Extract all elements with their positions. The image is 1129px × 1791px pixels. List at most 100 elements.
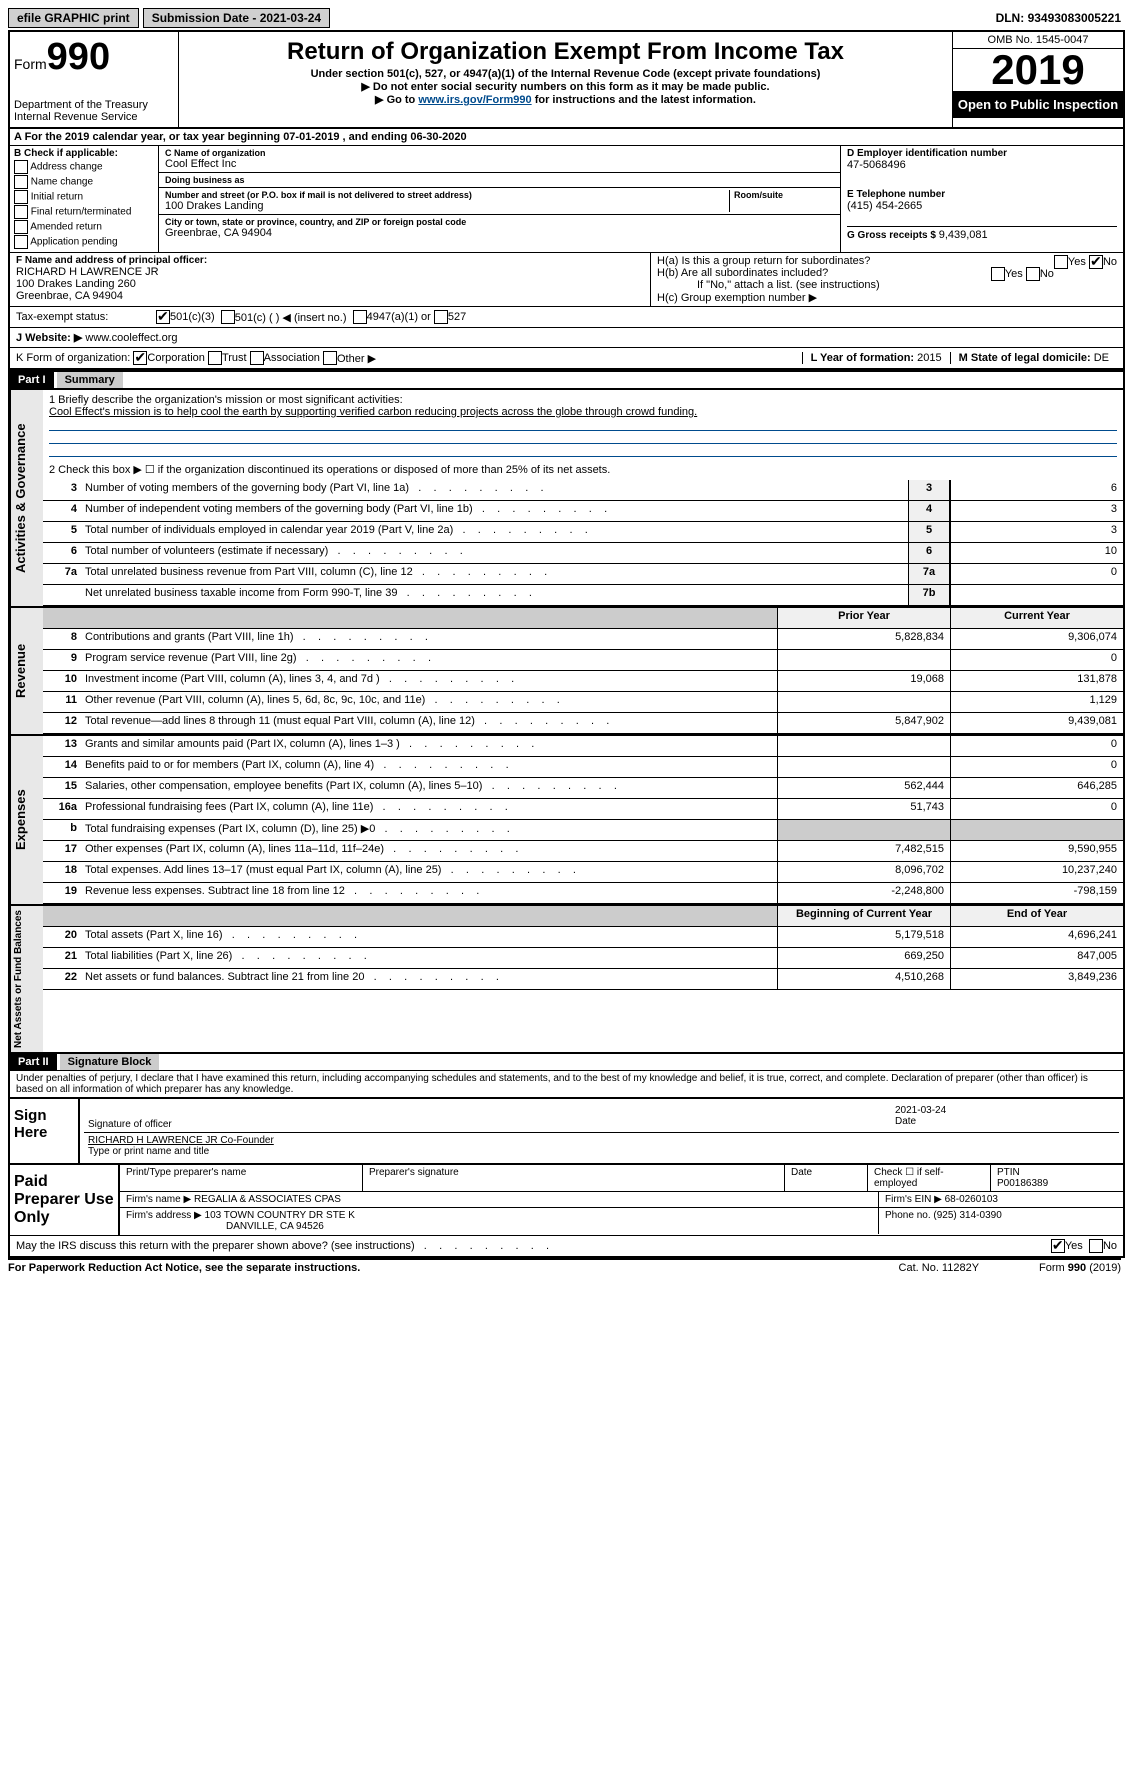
- hb-no-checkbox[interactable]: [1026, 267, 1040, 281]
- corporation-label: Corporation: [147, 352, 204, 364]
- prep-sig-label: Preparer's signature: [363, 1165, 785, 1191]
- summary-row: 4Number of independent voting members of…: [43, 501, 1123, 522]
- row-number: 13: [43, 736, 81, 756]
- website-value: www.cooleffect.org: [85, 332, 177, 344]
- ha-yes-checkbox[interactable]: [1054, 255, 1068, 269]
- ein-label: D Employer identification number: [847, 148, 1117, 159]
- row-value: [950, 585, 1123, 605]
- yes-label-2: Yes: [1005, 268, 1023, 280]
- chk-527[interactable]: [434, 310, 448, 324]
- row-desc: Net unrelated business taxable income fr…: [81, 585, 908, 605]
- row-value: 0: [950, 564, 1123, 584]
- row-desc: Total number of individuals employed in …: [81, 522, 908, 542]
- form-subtitle-2: ▶ Do not enter social security numbers o…: [183, 80, 948, 93]
- row-value: 10: [950, 543, 1123, 563]
- firm-ein-label: Firm's EIN ▶: [885, 1194, 942, 1205]
- chk-initial-return[interactable]: Initial return: [14, 190, 154, 204]
- chk-address-change[interactable]: Address change: [14, 160, 154, 174]
- city-value: Greenbrae, CA 94904: [165, 227, 834, 239]
- chk-name-change[interactable]: Name change: [14, 175, 154, 189]
- paid-preparer-label: Paid Preparer Use Only: [10, 1165, 118, 1235]
- blank-num-2: [43, 906, 81, 926]
- current-year-value: -798,159: [950, 883, 1123, 903]
- discuss-no-checkbox[interactable]: [1089, 1239, 1103, 1253]
- officer-label: F Name and address of principal officer:: [16, 255, 644, 266]
- blank-line-2: [49, 431, 1117, 444]
- chk-trust[interactable]: [208, 351, 222, 365]
- financial-row: 11Other revenue (Part VIII, column (A), …: [43, 692, 1123, 713]
- side-revenue: Revenue: [10, 608, 43, 734]
- hb-yes-checkbox[interactable]: [991, 267, 1005, 281]
- chk-corporation[interactable]: [133, 351, 147, 365]
- side-expenses: Expenses: [10, 736, 43, 904]
- chk-501c3[interactable]: [156, 310, 170, 324]
- revenue-section: Revenue Prior Year Current Year 8Contrib…: [10, 606, 1123, 734]
- prior-year-value: [777, 736, 950, 756]
- sig-date-label: Date: [895, 1116, 916, 1127]
- footer-left: For Paperwork Reduction Act Notice, see …: [8, 1262, 360, 1274]
- yes-label: Yes: [1068, 256, 1086, 268]
- row-desc: Contributions and grants (Part VIII, lin…: [81, 629, 777, 649]
- footer-mid: Cat. No. 11282Y: [899, 1262, 980, 1274]
- form-header: Form990 Department of the Treasury Inter…: [10, 32, 1123, 129]
- current-year-value: 1,129: [950, 692, 1123, 712]
- financial-row: 8Contributions and grants (Part VIII, li…: [43, 629, 1123, 650]
- form-subtitle-1: Under section 501(c), 527, or 4947(a)(1)…: [183, 68, 948, 80]
- form-title-block: Return of Organization Exempt From Incom…: [179, 32, 952, 127]
- current-year-value: 9,306,074: [950, 629, 1123, 649]
- 527-label: 527: [448, 311, 466, 323]
- dln-value: 93493083005221: [1028, 11, 1121, 25]
- chk-other[interactable]: [323, 351, 337, 365]
- side-net-assets: Net Assets or Fund Balances: [10, 906, 43, 1052]
- activities-governance-section: Activities & Governance 1 Briefly descri…: [10, 389, 1123, 606]
- chk-final-return-label: Final return/terminated: [31, 207, 132, 218]
- chk-amended-return[interactable]: Amended return: [14, 220, 154, 234]
- discuss-text: May the IRS discuss this return with the…: [16, 1240, 549, 1252]
- part1-header-row: Part I Summary: [10, 370, 1123, 389]
- firm-name-value: REGALIA & ASSOCIATES CPAS: [194, 1194, 341, 1205]
- prior-year-value: 5,179,518: [777, 927, 950, 947]
- row-desc: Grants and similar amounts paid (Part IX…: [81, 736, 777, 756]
- firm-name-label: Firm's name ▶: [126, 1194, 191, 1205]
- chk-final-return[interactable]: Final return/terminated: [14, 205, 154, 219]
- gross-receipts-label: G Gross receipts $: [847, 230, 939, 241]
- chk-501c[interactable]: [221, 310, 235, 324]
- chk-association[interactable]: [250, 351, 264, 365]
- submission-date-label: Submission Date -: [152, 11, 260, 25]
- hc-label: H(c) Group exemption number ▶: [657, 291, 1117, 304]
- box-f: F Name and address of principal officer:…: [10, 253, 651, 306]
- form-of-org-label: K Form of organization:: [16, 352, 130, 364]
- row-number: b: [43, 820, 81, 840]
- submission-date: Submission Date - 2021-03-24: [143, 8, 330, 28]
- tax-exempt-label: Tax-exempt status:: [16, 311, 156, 323]
- ha-no-checkbox[interactable]: [1089, 255, 1103, 269]
- ptin-label: PTIN: [997, 1167, 1117, 1178]
- hb-label: H(b) Are all subordinates included?: [657, 267, 828, 279]
- section-b-through-g: B Check if applicable: Address change Na…: [10, 146, 1123, 253]
- row-number: 16a: [43, 799, 81, 819]
- current-year-label: Current Year: [950, 608, 1123, 628]
- row-val-label: 3: [908, 480, 950, 500]
- row-number: 21: [43, 948, 81, 968]
- form990-link[interactable]: www.irs.gov/Form990: [418, 94, 531, 106]
- row-desc: Salaries, other compensation, employee b…: [81, 778, 777, 798]
- efile-print-button[interactable]: efile GRAPHIC print: [8, 8, 139, 28]
- end-year-label: End of Year: [950, 906, 1123, 926]
- row-desc: Revenue less expenses. Subtract line 18 …: [81, 883, 777, 903]
- line1-label: 1 Briefly describe the organization's mi…: [49, 394, 1117, 406]
- chk-application-pending[interactable]: Application pending: [14, 235, 154, 249]
- org-name-label: C Name of organization: [165, 148, 834, 158]
- chk-4947[interactable]: [353, 310, 367, 324]
- 501c-label: 501(c) ( ) ◀ (insert no.): [235, 311, 347, 324]
- row-number: 17: [43, 841, 81, 861]
- row-desc: Net assets or fund balances. Subtract li…: [81, 969, 777, 989]
- discuss-yes-checkbox[interactable]: [1051, 1239, 1065, 1253]
- box-b-check-applicable: B Check if applicable: Address change Na…: [10, 146, 159, 252]
- officer-printed-name: RICHARD H LAWRENCE JR Co-Founder: [88, 1135, 1115, 1146]
- financial-row: 16aProfessional fundraising fees (Part I…: [43, 799, 1123, 820]
- row-number: [43, 585, 81, 605]
- row-value: 3: [950, 501, 1123, 521]
- line2-text: 2 Check this box ▶ ☐ if the organization…: [49, 463, 1117, 476]
- current-year-value: 0: [950, 736, 1123, 756]
- line1-text: Cool Effect's mission is to help cool th…: [49, 406, 1117, 418]
